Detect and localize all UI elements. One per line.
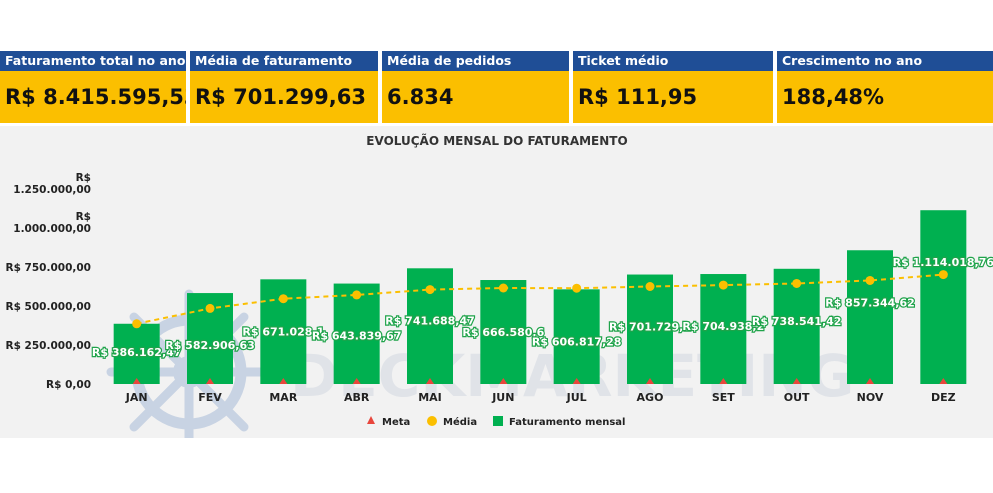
legend-label: Faturamento mensal bbox=[509, 417, 625, 428]
bar-nov bbox=[847, 250, 893, 384]
y-tick-label: R$ 750.000,00 bbox=[6, 262, 91, 274]
kpi-value: R$ 8.415.595,53 bbox=[0, 71, 186, 123]
media-point-mai bbox=[426, 285, 435, 294]
chart-title: EVOLUÇÃO MENSAL DO FATURAMENTO bbox=[366, 133, 627, 148]
legend: Meta Média Faturamento mensal bbox=[367, 416, 625, 428]
x-tick-label: NOV bbox=[857, 391, 884, 404]
x-tick-label: JAN bbox=[125, 391, 148, 404]
media-point-jun bbox=[499, 283, 508, 292]
legend-media-icon bbox=[427, 416, 437, 426]
x-tick-label: SET bbox=[712, 391, 735, 404]
media-point-set bbox=[719, 281, 728, 290]
y-tick-label: R$ 1.000.000,00 bbox=[13, 211, 91, 235]
y-tick-label: R$ 1.250.000,00 bbox=[13, 172, 91, 196]
media-point-nov bbox=[866, 276, 875, 285]
legend-meta-icon bbox=[367, 416, 375, 424]
legend-faturamento-icon bbox=[493, 416, 503, 426]
x-tick-label: FEV bbox=[198, 391, 222, 404]
kpi-label: Média de faturamento bbox=[190, 51, 378, 71]
media-point-jul bbox=[572, 284, 581, 293]
chart-panel: DECKMARKETING EVOLUÇÃO MENSAL DO FATURAM… bbox=[0, 126, 993, 438]
bar-label-ago: R$ 701.729,1 bbox=[609, 321, 691, 334]
x-tick-label: DEZ bbox=[931, 391, 956, 404]
x-tick-label: AGO bbox=[637, 391, 664, 404]
legend-label: Meta bbox=[382, 417, 410, 428]
media-point-fev bbox=[206, 304, 215, 313]
x-tick-label: JUN bbox=[491, 391, 514, 404]
x-tick-label: JUL bbox=[566, 391, 587, 404]
media-point-abr bbox=[352, 290, 361, 299]
bar-label-out: R$ 738.541,42 bbox=[752, 315, 842, 328]
x-tick-label: OUT bbox=[784, 391, 810, 404]
kpi-label: Faturamento total no ano bbox=[0, 51, 186, 71]
kpi-label: Ticket médio bbox=[573, 51, 773, 71]
y-tick-label: R$ 500.000,00 bbox=[6, 301, 91, 313]
kpi-card-media-pedidos: Média de pedidos 6.834 bbox=[382, 51, 569, 123]
media-point-mar bbox=[279, 294, 288, 303]
x-tick-label: MAR bbox=[269, 391, 297, 404]
kpi-card-faturamento-total: Faturamento total no ano R$ 8.415.595,53 bbox=[0, 51, 186, 123]
media-point-dez bbox=[939, 270, 948, 279]
kpi-value: R$ 111,95 bbox=[573, 71, 773, 123]
monthly-revenue-chart: DECKMARKETING EVOLUÇÃO MENSAL DO FATURAM… bbox=[0, 126, 993, 438]
legend-label: Média bbox=[443, 416, 477, 428]
kpi-card-media-faturamento: Média de faturamento R$ 701.299,63 bbox=[190, 51, 378, 123]
y-axis: R$ 0,00 R$ 250.000,00 R$ 500.000,00 R$ 750.… bbox=[6, 172, 91, 391]
bar-label-fev: R$ 582.906,63 bbox=[165, 339, 255, 352]
bar-label-nov: R$ 857.344,62 bbox=[825, 296, 915, 309]
bar-dez bbox=[920, 210, 966, 384]
kpi-label: Média de pedidos bbox=[382, 51, 569, 71]
kpi-card-crescimento: Crescimento no ano 188,48% bbox=[777, 51, 993, 123]
kpi-value: R$ 701.299,63 bbox=[190, 71, 378, 123]
media-point-out bbox=[792, 279, 801, 288]
x-tick-label: MAI bbox=[418, 391, 442, 404]
kpi-value: 6.834 bbox=[382, 71, 569, 123]
kpi-label: Crescimento no ano bbox=[777, 51, 993, 71]
bar-label-jul: R$ 606.817,28 bbox=[532, 335, 622, 348]
bar-label-mai: R$ 741.688,47 bbox=[385, 314, 475, 327]
kpi-row: Faturamento total no ano R$ 8.415.595,53… bbox=[0, 51, 993, 123]
y-tick-label: R$ 250.000,00 bbox=[6, 340, 91, 352]
y-tick-label: R$ 0,00 bbox=[46, 379, 91, 391]
media-point-ago bbox=[646, 282, 655, 291]
bar-label-dez: R$ 1.114.018,76 bbox=[893, 256, 993, 269]
x-tick-label: ABR bbox=[344, 391, 370, 404]
media-point-jan bbox=[132, 319, 141, 328]
bar-label-abr: R$ 643.839,67 bbox=[312, 330, 402, 343]
kpi-card-ticket-medio: Ticket médio R$ 111,95 bbox=[573, 51, 773, 123]
kpi-value: 188,48% bbox=[777, 71, 993, 123]
